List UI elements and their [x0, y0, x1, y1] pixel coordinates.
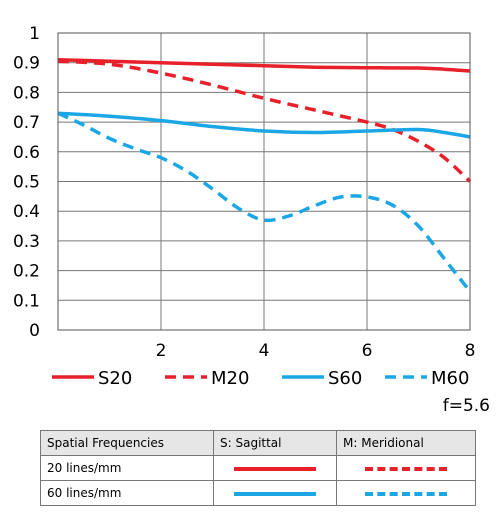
header-spatial-frequencies: Spatial Frequencies — [40, 430, 214, 456]
y-tick-label: 0.5 — [13, 173, 40, 193]
chart-grid — [58, 32, 471, 331]
table-row-60: 60 lines/mm — [40, 480, 476, 506]
x-tick-label: 2 — [156, 341, 167, 361]
y-tick-label: 0.7 — [13, 113, 40, 133]
swatch-m20 — [365, 466, 447, 471]
legend-label-s60: S60 — [328, 368, 362, 389]
series-line-s20 — [57, 57, 471, 73]
header-sagittal: S: Sagittal — [213, 430, 337, 456]
row-label-60: 60 lines/mm — [40, 480, 214, 506]
y-tick-label: 0.2 — [13, 262, 40, 282]
mtf-chart: 0 0.1 0.2 0.3 0.4 0.5 0.6 0.7 0.8 0.9 1 2 4 6 8 S20 M2… — [13, 24, 476, 389]
series-line-m20 — [57, 59, 472, 183]
header-meridional: M: Meridional — [336, 430, 476, 456]
legend-label-s20: S20 — [98, 368, 132, 389]
plot-frame — [57, 32, 471, 331]
y-tick-label: 0.8 — [13, 83, 40, 103]
series-line-s60 — [57, 111, 471, 139]
row-label-20: 20 lines/mm — [40, 455, 214, 481]
swatch-s20-cell — [213, 455, 337, 481]
swatch-s60-cell — [213, 480, 337, 506]
x-tick-labels: 2 4 6 8 — [156, 341, 476, 361]
y-tick-label: 0.9 — [13, 54, 40, 74]
x-tick-label: 6 — [362, 341, 373, 361]
y-tick-label: 0 — [29, 321, 40, 341]
x-tick-label: 4 — [259, 341, 270, 361]
swatch-s60 — [234, 491, 316, 496]
swatch-s20 — [234, 466, 316, 471]
y-tick-label: 0.1 — [13, 291, 40, 311]
y-tick-label: 0.3 — [13, 232, 40, 252]
x-tick-label: 8 — [465, 341, 476, 361]
y-tick-label: 1 — [29, 24, 40, 44]
y-tick-labels: 0 0.1 0.2 0.3 0.4 0.5 0.6 0.7 0.8 0.9 1 — [13, 24, 40, 341]
f-number-label: f=5.6 — [442, 396, 490, 416]
y-tick-label: 0.6 — [13, 143, 40, 163]
spatial-frequency-table: Spatial Frequencies S: Sagittal M: Merid… — [40, 430, 476, 506]
swatch-m20-cell — [336, 455, 476, 481]
table-header-row: Spatial Frequencies S: Sagittal M: Merid… — [40, 430, 476, 456]
chart-legend: S20 M20 S60 M60 — [52, 368, 469, 389]
legend-label-m20: M20 — [211, 368, 249, 389]
chart-series — [57, 57, 472, 293]
series-line-m60 — [57, 111, 472, 293]
y-tick-label: 0.4 — [13, 202, 40, 222]
legend-label-m60: M60 — [431, 368, 469, 389]
table-row-20: 20 lines/mm — [40, 455, 476, 481]
swatch-m60 — [365, 491, 447, 496]
swatch-m60-cell — [336, 480, 476, 506]
